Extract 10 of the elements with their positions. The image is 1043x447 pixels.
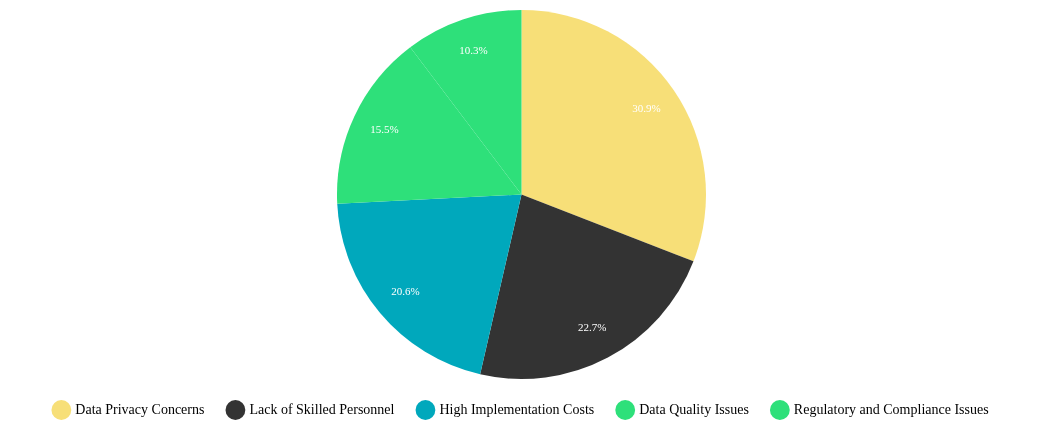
data-label: 20.6% xyxy=(391,284,420,297)
data-label: 10.3% xyxy=(459,43,488,56)
legend-label: Data Privacy Concerns xyxy=(75,401,205,417)
data-label: 15.5% xyxy=(370,123,399,136)
legend-label: High Implementation Costs xyxy=(439,401,595,417)
legend-label: Data Quality Issues xyxy=(639,401,749,417)
data-label: 22.7% xyxy=(578,321,607,334)
data-label: 30.9% xyxy=(632,101,661,114)
legend-label: Lack of Skilled Personnel xyxy=(249,401,395,417)
legend-label: Regulatory and Compliance Issues xyxy=(793,401,989,417)
